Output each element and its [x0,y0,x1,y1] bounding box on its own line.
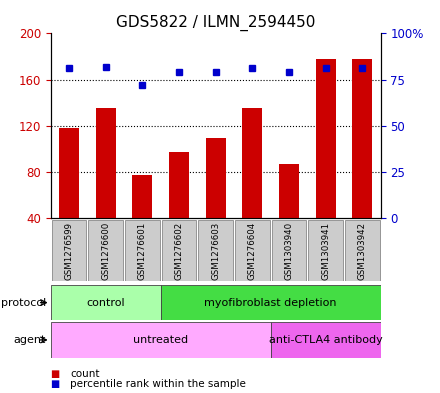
Bar [308,220,343,281]
Bar [271,220,306,281]
Bar [52,220,86,281]
Bar [51,285,161,320]
Text: GSM1276600: GSM1276600 [101,222,110,280]
Bar [271,322,381,358]
Text: GSM1276601: GSM1276601 [138,222,147,280]
Text: control: control [86,298,125,308]
Bar [125,220,159,281]
Text: GSM1276604: GSM1276604 [248,222,257,280]
Bar [51,322,271,358]
Bar [315,59,336,218]
Bar [352,59,372,218]
Text: GSM1276599: GSM1276599 [64,222,73,280]
Bar [161,220,196,281]
Text: GSM1303942: GSM1303942 [358,222,367,280]
Bar [95,108,116,218]
Text: GSM1303940: GSM1303940 [284,222,293,280]
Text: untreated: untreated [133,335,188,345]
Text: GSM1276602: GSM1276602 [174,222,183,280]
Bar [88,220,123,281]
Text: anti-CTLA4 antibody: anti-CTLA4 antibody [269,335,382,345]
Text: ■: ■ [50,379,60,389]
Text: GSM1276603: GSM1276603 [211,222,220,280]
Bar [198,220,233,281]
Text: GSM1303941: GSM1303941 [321,222,330,280]
Bar [242,108,262,218]
Text: agent: agent [14,335,46,345]
Bar [169,152,189,218]
Text: protocol: protocol [1,298,46,308]
Bar [205,138,226,218]
Bar [132,175,152,218]
Text: ■: ■ [50,369,60,379]
Text: myofibroblast depletion: myofibroblast depletion [204,298,337,308]
Text: count: count [70,369,100,379]
Title: GDS5822 / ILMN_2594450: GDS5822 / ILMN_2594450 [116,15,315,31]
Bar [161,285,381,320]
Text: percentile rank within the sample: percentile rank within the sample [70,379,246,389]
Bar [279,164,299,218]
Bar [235,220,269,281]
Bar [59,128,79,218]
Bar [345,220,379,281]
